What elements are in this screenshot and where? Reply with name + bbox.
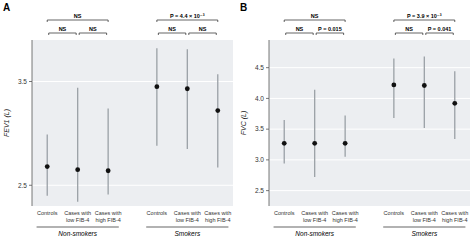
error-bar xyxy=(424,57,425,128)
mean-dot xyxy=(452,101,457,106)
error-bar xyxy=(217,74,218,167)
y-axis-label: FEV1 (L) xyxy=(3,109,11,137)
error-bar xyxy=(393,58,394,118)
group-underline xyxy=(146,227,228,228)
y-tick xyxy=(266,129,269,130)
error-bar xyxy=(156,48,157,146)
plot-background xyxy=(269,40,470,206)
y-tick xyxy=(29,81,32,82)
panel-letter: B xyxy=(240,2,247,13)
y-tick xyxy=(266,98,269,99)
x-tick-label: Cases withlow FIB-4 xyxy=(174,210,201,223)
grid-line xyxy=(269,67,470,68)
comparison-label: NS xyxy=(199,26,207,32)
figure: 2.5 3.5 FEV1 (L) A Controls Cases withlow FIB… xyxy=(0,0,474,252)
mean-dot xyxy=(215,108,220,113)
x-tick-label: Controls xyxy=(274,210,295,216)
comparison-bracket xyxy=(394,20,455,22)
y-tick xyxy=(29,185,32,186)
comparison-bracket xyxy=(395,33,422,35)
mean-dot xyxy=(185,86,190,91)
comparison-bracket xyxy=(158,33,185,35)
grid-line xyxy=(269,190,470,191)
comparison-bracket xyxy=(284,20,345,22)
y-tick-label: 3.5 xyxy=(18,78,27,85)
y-tick-label: 3.0 xyxy=(255,156,264,163)
grid-line xyxy=(269,98,470,99)
grid-line xyxy=(269,129,470,130)
y-axis-label: FVC (L) xyxy=(240,111,248,136)
error-bar xyxy=(187,49,188,149)
comparison-label: NS xyxy=(74,13,82,19)
y-tick xyxy=(266,67,269,68)
error-bar xyxy=(107,108,108,194)
grid-line xyxy=(32,185,233,186)
comparison-bracket xyxy=(189,33,216,35)
comparison-bracket xyxy=(79,33,106,35)
y-tick-label: 2.5 xyxy=(255,187,264,194)
comparison-label: P = 4.4 × 10⁻³ xyxy=(170,13,205,19)
error-bar xyxy=(314,90,315,177)
error-bar xyxy=(344,116,345,157)
mean-dot xyxy=(154,84,159,89)
comparison-bracket xyxy=(316,33,343,35)
marks xyxy=(45,48,220,202)
comparison-label: P = 0.015 xyxy=(318,26,342,32)
panel: 2.5 3.5 FEV1 (L) A Controls Cases withlow FIB… xyxy=(3,2,233,237)
mean-dot xyxy=(282,141,287,146)
mean-dot xyxy=(45,164,50,169)
comparison-label: P = 0.041 xyxy=(428,26,452,32)
x-tick-label: Cases withhigh FIB-4 xyxy=(95,210,122,223)
group-underline xyxy=(274,227,356,228)
x-tick-label: Cases withlow FIB-4 xyxy=(411,210,438,223)
x-tick-label: Cases withlow FIB-4 xyxy=(64,210,91,223)
x-tick-label: Cases withhigh FIB-4 xyxy=(332,210,359,223)
y-tick-label: 4.5 xyxy=(255,64,264,71)
comparison-label: NS xyxy=(89,26,97,32)
comparison-label: NS xyxy=(296,26,304,32)
comparison-bracket xyxy=(157,20,218,22)
comparison-bracket xyxy=(47,20,108,22)
error-bar xyxy=(77,88,78,202)
mean-dot xyxy=(422,83,427,88)
mean-dot xyxy=(75,167,80,172)
y-tick xyxy=(266,190,269,191)
x-tick-label: Cases withlow FIB-4 xyxy=(301,210,328,223)
mean-dot xyxy=(312,141,317,146)
mean-dot xyxy=(343,141,348,146)
plot-background xyxy=(32,40,233,206)
group-underline xyxy=(37,227,119,228)
y-axis xyxy=(32,40,33,206)
group-name: Non-smokers xyxy=(58,230,97,237)
y-tick-label: 4.0 xyxy=(255,95,264,102)
y-tick-label: 2.5 xyxy=(18,182,27,189)
mean-dot xyxy=(391,82,396,87)
mean-dot xyxy=(106,168,111,173)
group-name: Non-smokers xyxy=(295,230,334,237)
panel-letter: A xyxy=(3,2,10,13)
comparison-bracket xyxy=(426,33,453,35)
x-tick-label: Cases withhigh FIB-4 xyxy=(441,210,468,223)
y-tick-label: 3.5 xyxy=(255,125,264,132)
comparison-label: NS xyxy=(168,26,176,32)
y-tick xyxy=(266,159,269,160)
group-name: Smokers xyxy=(174,230,200,237)
x-tick-label: Controls xyxy=(384,210,405,216)
comparison-label: NS xyxy=(405,26,413,32)
comparison-bracket xyxy=(49,33,76,35)
comparison-bracket xyxy=(286,33,313,35)
comparison-label: NS xyxy=(311,13,319,19)
y-axis xyxy=(269,40,270,206)
x-tick-label: Cases withhigh FIB-4 xyxy=(204,210,231,223)
group-name: Smokers xyxy=(411,230,437,237)
x-tick-label: Controls xyxy=(147,210,168,216)
group-underline xyxy=(383,227,465,228)
comparison-label: NS xyxy=(59,26,67,32)
comparison-label: P = 3.9 × 10⁻³ xyxy=(407,13,442,19)
marks xyxy=(282,57,457,178)
x-tick-label: Controls xyxy=(37,210,58,216)
grid-line xyxy=(269,159,470,160)
panel: 2.5 3.0 3.5 4.0 4.5 FVC (L) B Controls Cases wit… xyxy=(240,2,470,237)
grid-line xyxy=(32,81,233,82)
